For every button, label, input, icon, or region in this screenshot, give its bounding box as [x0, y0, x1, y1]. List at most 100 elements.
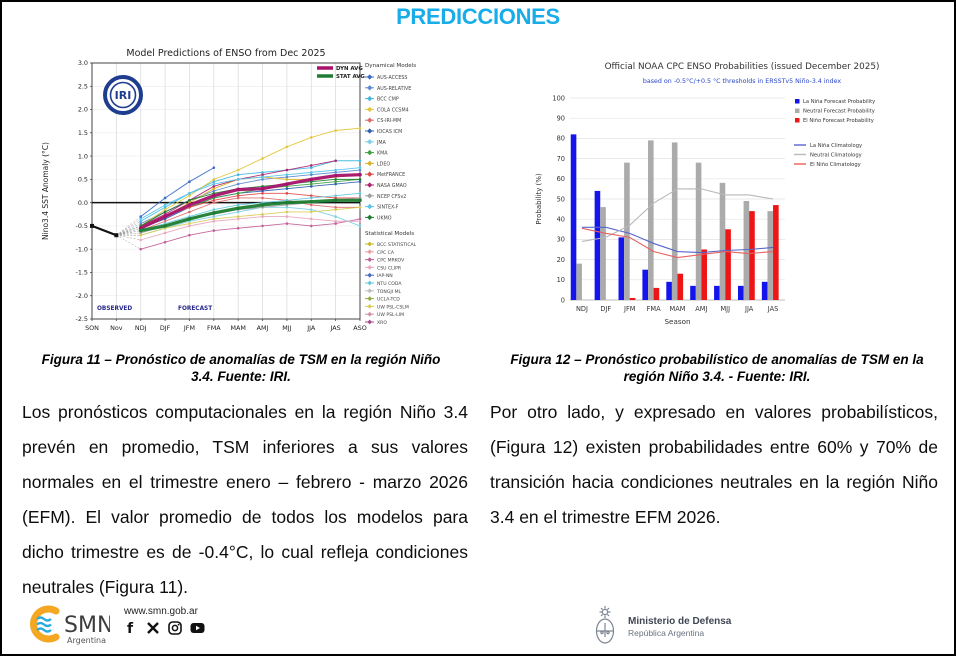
svg-text:NDJ: NDJ	[576, 305, 588, 313]
fig11-caption: Figura 11 – Pronóstico de anomalías de T…	[41, 352, 441, 384]
svg-text:0: 0	[561, 296, 565, 304]
svg-text:OBSERVED: OBSERVED	[97, 306, 132, 312]
svg-text:BCC STATISTICAL: BCC STATISTICAL	[377, 242, 417, 248]
svg-text:JFM: JFM	[623, 305, 636, 313]
svg-text:-0.5: -0.5	[76, 222, 88, 230]
ministry-name: Ministerio de Defensa	[628, 616, 732, 627]
svg-text:20: 20	[557, 256, 565, 264]
svg-text:SINTEX-F: SINTEX-F	[377, 205, 399, 211]
svg-text:COLA CCSM4: COLA CCSM4	[377, 107, 409, 113]
svg-text:UW PSL-LIM: UW PSL-LIM	[377, 312, 404, 318]
svg-text:XRO: XRO	[377, 320, 387, 326]
svg-text:STAT AVG: STAT AVG	[336, 74, 365, 80]
svg-text:MJJ: MJJ	[282, 324, 291, 332]
svg-text:CS-IRI-MM: CS-IRI-MM	[377, 118, 401, 124]
svg-text:ASO: ASO	[353, 324, 366, 332]
svg-text:KMA: KMA	[377, 151, 388, 157]
svg-text:50: 50	[557, 195, 565, 203]
svg-text:BCC CMP: BCC CMP	[377, 97, 399, 103]
svg-text:DJF: DJF	[600, 305, 611, 313]
svg-text:JMA: JMA	[376, 140, 387, 146]
svg-text:LDEO: LDEO	[377, 161, 390, 167]
svg-text:CPC MRKOV: CPC MRKOV	[377, 258, 405, 264]
youtube-icon	[190, 623, 205, 633]
fig12-caption: Figura 12 – Pronóstico probabilístico de…	[510, 352, 924, 384]
svg-text:IOCAS ICM: IOCAS ICM	[377, 129, 402, 135]
facebook-icon: f	[127, 621, 134, 635]
svg-text:Statistical Models: Statistical Models	[365, 231, 414, 237]
svg-text:-2.0: -2.0	[76, 292, 88, 300]
svg-text:90: 90	[557, 115, 565, 123]
svg-text:10: 10	[557, 276, 565, 284]
svg-text:2.0: 2.0	[78, 106, 88, 114]
svg-text:JFM: JFM	[183, 324, 195, 332]
svg-text:100: 100	[552, 94, 565, 102]
svg-text:60: 60	[557, 175, 565, 183]
svg-text:80: 80	[557, 135, 565, 143]
svg-text:based on -0.5°C/+0.5 °C thresh: based on -0.5°C/+0.5 °C thresholds in ER…	[643, 77, 841, 85]
svg-text:NDJ: NDJ	[135, 324, 147, 332]
svg-text:AMJ: AMJ	[257, 324, 269, 332]
svg-text:JAS: JAS	[330, 324, 341, 332]
svg-text:Nov: Nov	[110, 324, 123, 332]
body-paragraph-left: Los pronósticos computacionales en la re…	[22, 402, 468, 597]
svg-text:NCEP CFSv2: NCEP CFSv2	[377, 194, 406, 200]
svg-text:NTU CODA: NTU CODA	[377, 281, 402, 287]
svg-text:3.0: 3.0	[78, 59, 88, 67]
svg-text:AMJ: AMJ	[695, 305, 707, 313]
svg-text:MAM: MAM	[230, 324, 245, 332]
svg-text:Neutral Forecast Probability: Neutral Forecast Probability	[803, 109, 875, 115]
svg-text:f: f	[127, 621, 134, 635]
svg-text:IAP-NN: IAP-NN	[377, 273, 393, 279]
footer-ministry: Ministerio de Defensa República Argentin…	[590, 604, 731, 650]
fig12-probability-chart: Official NOAA CPC ENSO Probabilities (is…	[532, 57, 954, 342]
smn-logo-text: SMN	[64, 613, 110, 638]
svg-text:CSU CLIPR: CSU CLIPR	[377, 265, 402, 271]
svg-text:0.5: 0.5	[78, 176, 88, 184]
svg-text:Neutral Climatology: Neutral Climatology	[810, 153, 862, 159]
svg-text:0.0: 0.0	[78, 199, 88, 207]
svg-text:2.5: 2.5	[78, 82, 88, 90]
svg-text:AUS-ACCESS: AUS-ACCESS	[377, 75, 407, 81]
svg-text:1.5: 1.5	[78, 129, 88, 137]
x-icon	[147, 622, 159, 634]
svg-text:La Niña Forecast Probability: La Niña Forecast Probability	[803, 99, 875, 105]
smn-logo: SMN Argentina	[30, 605, 110, 645]
svg-text:DJF: DJF	[160, 324, 171, 332]
ministry-sub: República Argentina	[628, 628, 705, 638]
svg-text:IRI: IRI	[115, 89, 132, 102]
fig11-svg: Model Predictions of ENSO from Dec 2025 N…	[37, 47, 432, 344]
svg-text:JJA: JJA	[744, 305, 754, 313]
footer-smn: SMN Argentina www.smn.gob.ar f	[24, 600, 205, 652]
svg-text:JAS: JAS	[767, 305, 779, 313]
svg-text:Nino3.4 SST Anomaly (°C): Nino3.4 SST Anomaly (°C)	[41, 142, 50, 240]
svg-text:FMA: FMA	[207, 324, 221, 332]
svg-text:JJA: JJA	[306, 324, 316, 332]
svg-text:Official NOAA CPC ENSO Probabi: Official NOAA CPC ENSO Probabilities (is…	[605, 62, 880, 72]
svg-text:FORECAST: FORECAST	[178, 306, 212, 312]
svg-text:CPC CA: CPC CA	[377, 250, 395, 256]
fig12-svg: Official NOAA CPC ENSO Probabilities (is…	[532, 57, 954, 342]
social-icons: f	[124, 621, 205, 635]
page-title: PREDICCIONES	[396, 4, 560, 29]
svg-text:DYN AVG: DYN AVG	[336, 66, 363, 72]
svg-text:1.0: 1.0	[78, 152, 88, 160]
svg-text:Dynamical Models: Dynamical Models	[365, 63, 416, 69]
svg-text:UW PSL-CSLM: UW PSL-CSLM	[377, 304, 409, 310]
svg-text:El Niño Climatology: El Niño Climatology	[810, 162, 861, 168]
smn-logo-subtext: Argentina	[67, 636, 106, 645]
svg-text:70: 70	[557, 155, 565, 163]
svg-text:Probability (%): Probability (%)	[535, 173, 543, 225]
svg-text:La Niña Climatology: La Niña Climatology	[810, 143, 862, 149]
svg-text:AUS-RELATIVE: AUS-RELATIVE	[377, 86, 411, 92]
svg-text:MAM: MAM	[670, 305, 686, 313]
svg-text:UCLA-TCD: UCLA-TCD	[377, 297, 400, 303]
svg-text:MJJ: MJJ	[720, 305, 730, 313]
svg-text:El Niño Forecast Probability: El Niño Forecast Probability	[803, 118, 874, 124]
svg-text:Season: Season	[664, 317, 690, 326]
svg-text:-1.0: -1.0	[76, 245, 88, 253]
coat-of-arms-icon	[595, 606, 615, 644]
svg-text:-2.5: -2.5	[76, 315, 88, 323]
svg-text:FMA: FMA	[647, 305, 661, 313]
